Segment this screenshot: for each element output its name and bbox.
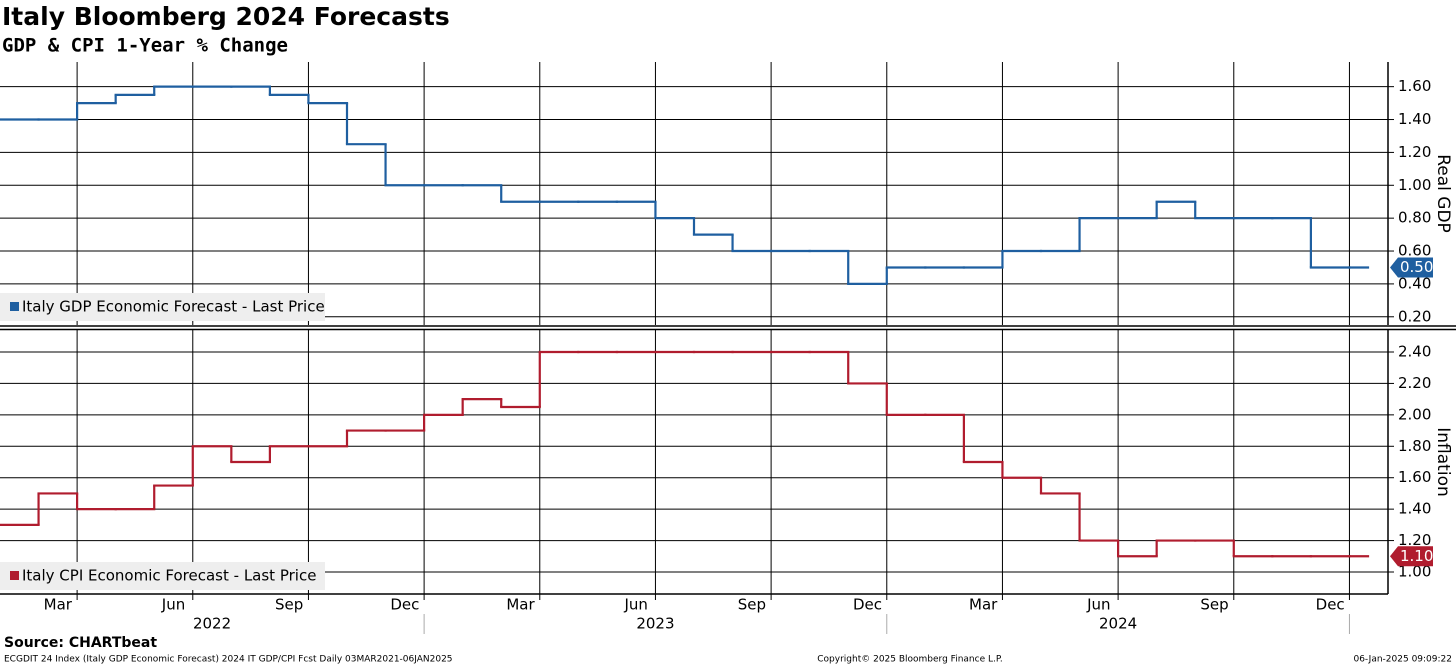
y-tick-label: 1.00: [1398, 176, 1431, 194]
x-month-label: Jun: [623, 596, 647, 614]
x-month-label: Mar: [506, 596, 535, 614]
source: Source: CHARTbeat: [4, 635, 157, 651]
last-value-label: 1.10: [1400, 547, 1433, 565]
x-year-label: 2023: [636, 615, 674, 633]
legend-box: [0, 293, 325, 321]
y-tick-label: 1.20: [1398, 531, 1431, 549]
y-tick-label: 1.00: [1398, 563, 1431, 581]
x-month-label: Dec: [1316, 596, 1345, 614]
y-tick-label: 1.40: [1398, 500, 1431, 518]
y-tick-label: 1.80: [1398, 437, 1431, 455]
y-tick-label: 1.60: [1398, 77, 1431, 95]
footer-right: 06-Jan-2025 09:09:22: [1353, 655, 1452, 665]
legend-swatch: [10, 302, 19, 311]
x-month-label: Dec: [390, 596, 419, 614]
chart-title: Italy Bloomberg 2024 Forecasts: [2, 2, 450, 31]
y-tick-label: 1.60: [1398, 468, 1431, 486]
x-month-label: Jun: [161, 596, 185, 614]
last-value-flag: [1390, 546, 1433, 567]
y-tick-label: 0.60: [1398, 242, 1431, 260]
footer-center: Copyright© 2025 Bloomberg Finance L.P.: [817, 655, 1002, 665]
legend-swatch: [10, 571, 19, 580]
y-tick-label: 0.20: [1398, 307, 1431, 325]
x-month-label: Mar: [969, 596, 998, 614]
y-tick-label: 1.40: [1398, 110, 1431, 128]
x-year-label: 2022: [193, 615, 231, 633]
y-tick-label: 0.80: [1398, 209, 1431, 227]
legend-label: Italy GDP Economic Forecast - Last Price: [22, 298, 325, 316]
x-year-label: 2024: [1099, 615, 1137, 633]
x-month-label: Sep: [275, 596, 303, 614]
last-value-label: 0.50: [1400, 258, 1433, 276]
y-axis-title: Inflation: [1433, 427, 1453, 496]
y-tick-label: 2.40: [1398, 343, 1431, 361]
y-axis-title: Real GDP: [1433, 154, 1453, 233]
y-tick-label: 2.00: [1398, 405, 1431, 423]
y-tick-label: 2.20: [1398, 374, 1431, 392]
x-month-label: Jun: [1086, 596, 1110, 614]
x-month-label: Sep: [1200, 596, 1228, 614]
legend-label: Italy CPI Economic Forecast - Last Price: [22, 567, 316, 585]
footer-left: ECGDIT 24 Index (Italy GDP Economic Fore…: [4, 655, 453, 665]
legend-box: [0, 562, 325, 590]
y-tick-label: 0.40: [1398, 274, 1431, 292]
x-month-label: Dec: [853, 596, 882, 614]
x-month-label: Sep: [738, 596, 766, 614]
y-tick-label: 1.20: [1398, 143, 1431, 161]
chart-subtitle: GDP & CPI 1-Year % Change: [2, 35, 288, 57]
last-value-flag: [1390, 257, 1433, 278]
x-month-label: Mar: [44, 596, 73, 614]
